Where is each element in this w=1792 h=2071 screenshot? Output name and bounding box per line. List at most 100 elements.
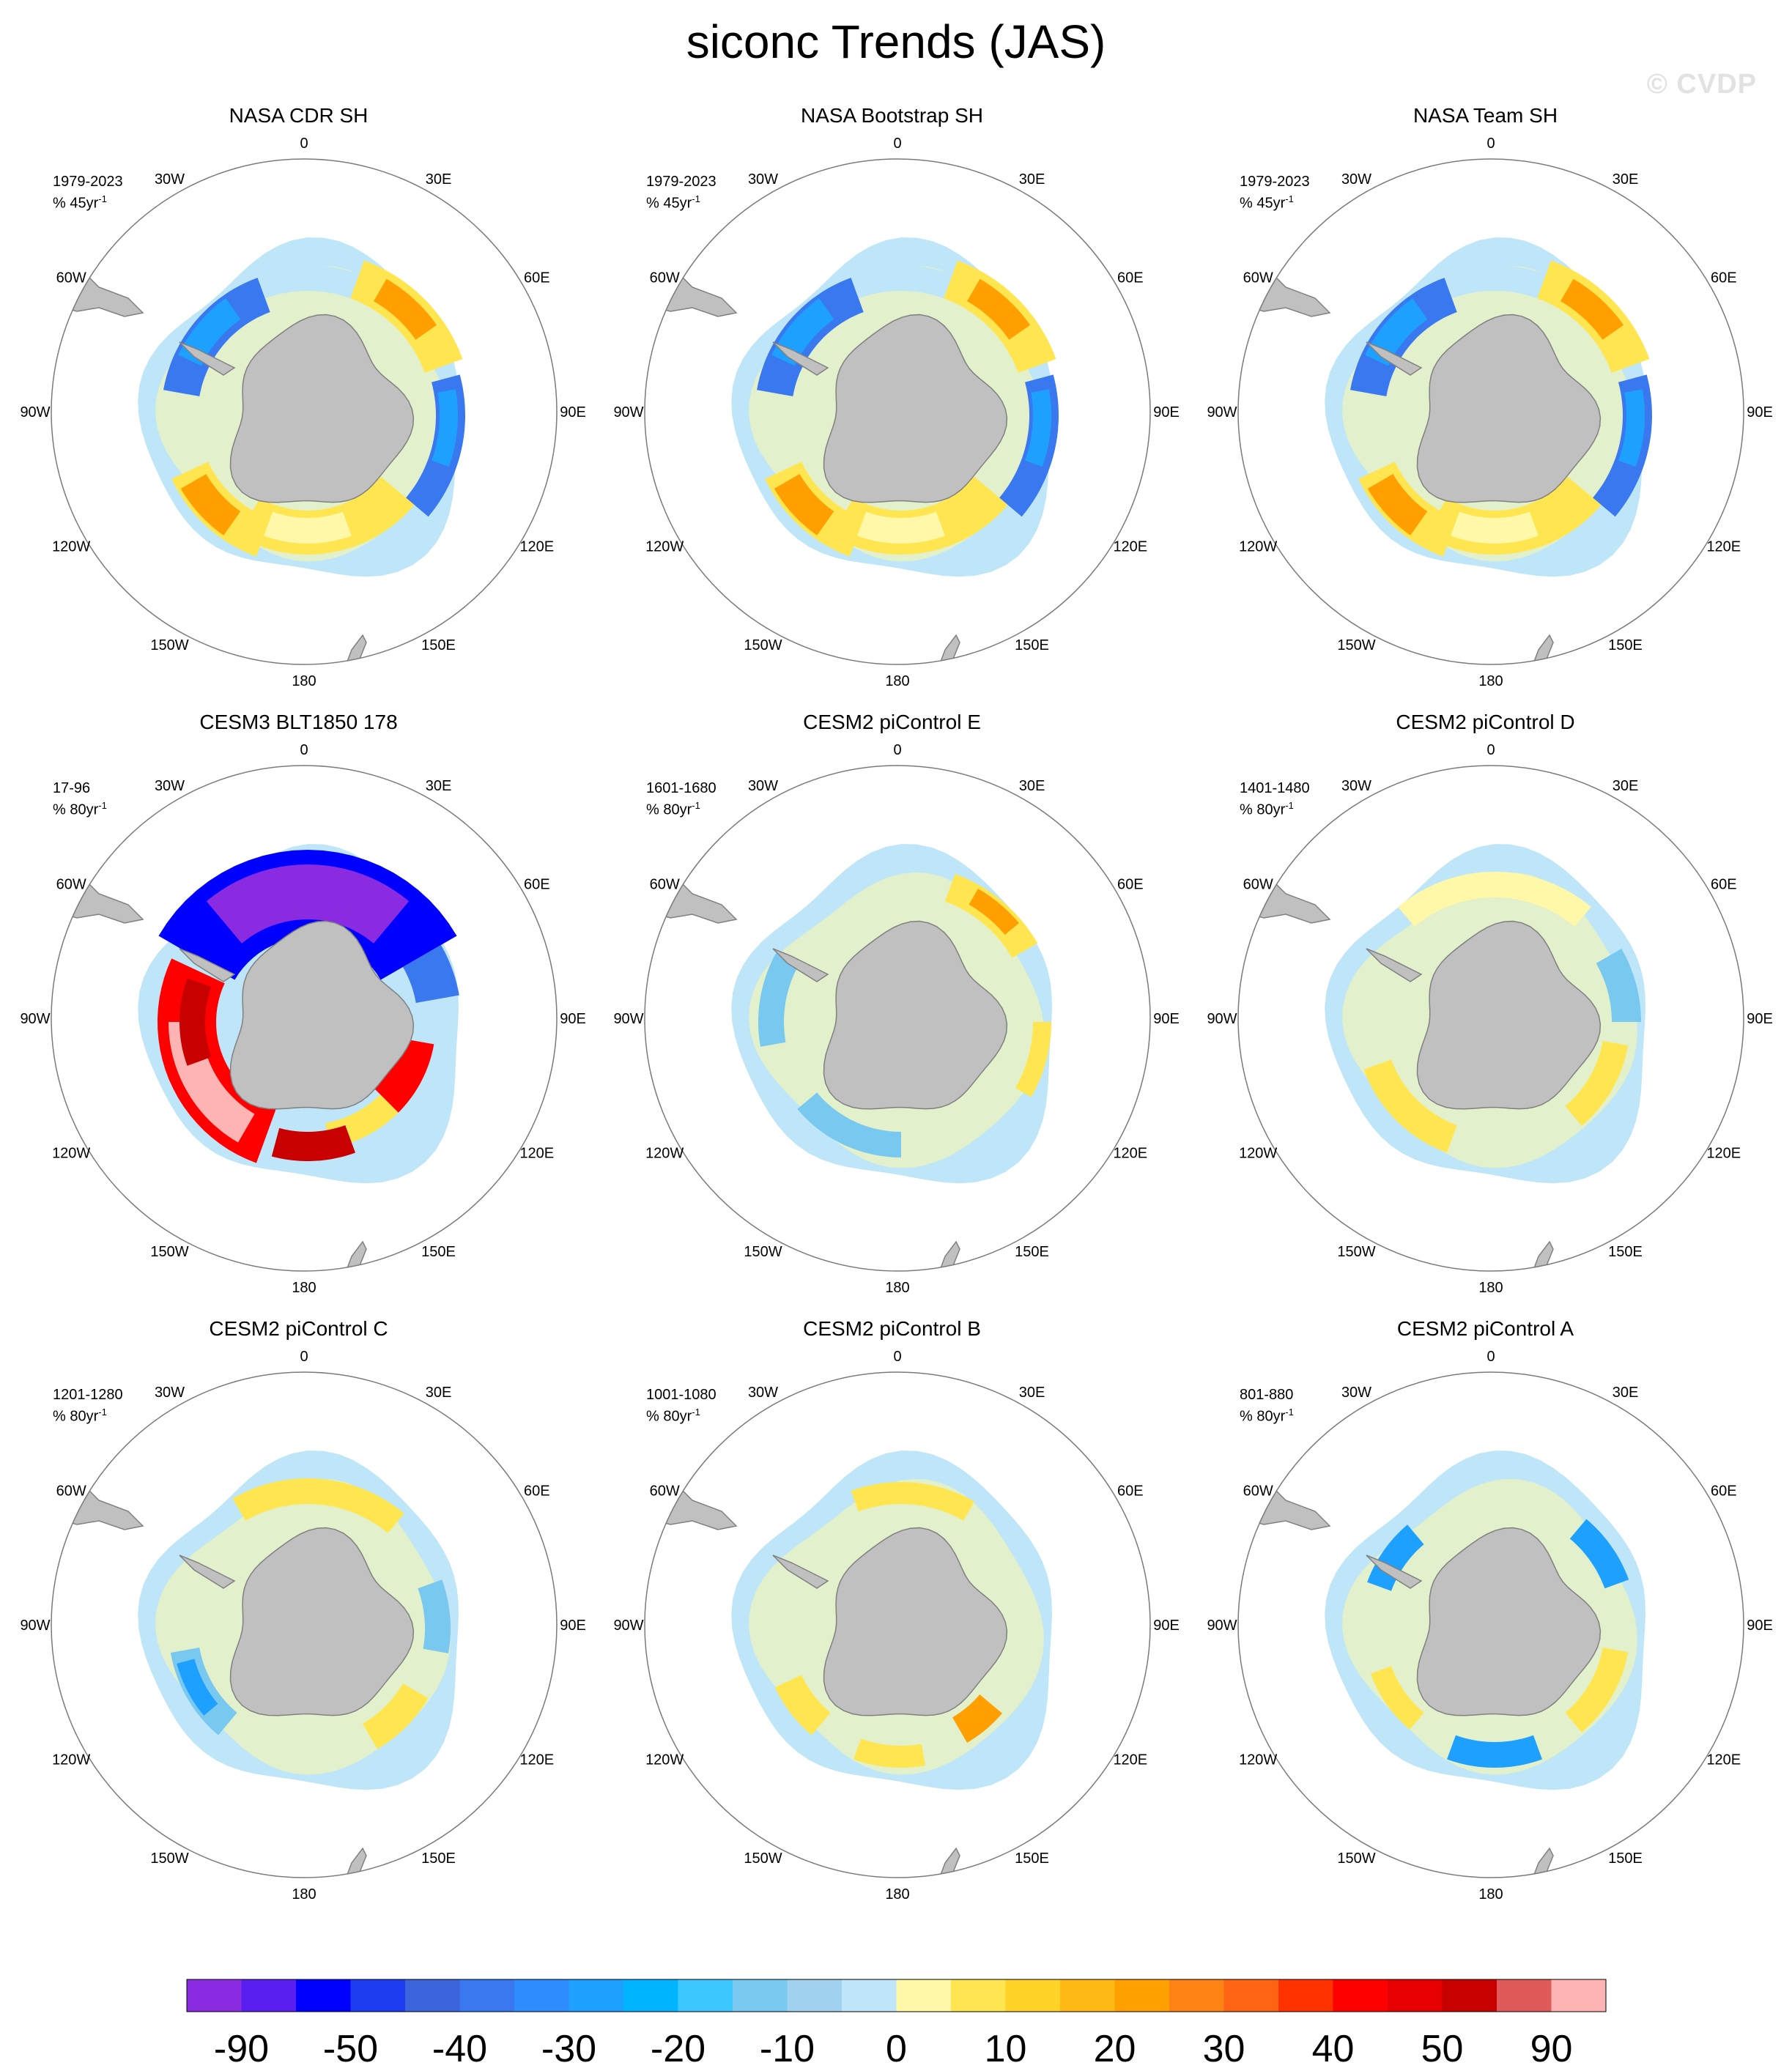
longitude-label: 60W (650, 1483, 680, 1500)
polar-map: 0 30E 60E 90E 120E 150E 180 150W 120W 90W 60W 30W (20, 1349, 585, 1903)
longitude-label: 30W (748, 171, 778, 188)
longitude-label: 150E (1015, 637, 1049, 653)
longitude-label: 120E (519, 539, 554, 555)
map-panel: NASA CDR SH 1979-2023 % 45yr-1 0 30E 60E 90E 12… (0, 104, 597, 711)
longitude-label: 60E (1117, 877, 1144, 893)
trend-anomaly-band (1370, 1666, 1424, 1730)
longitude-label: 60W (1243, 1483, 1273, 1500)
map-panel: CESM3 BLT1850 178 17-96 % 80yr-1 0 30E 60E 90E… (0, 711, 597, 1317)
period-years: 1979-2023 (646, 174, 717, 190)
longitude-label: 60W (56, 270, 86, 286)
map-boundary (51, 765, 558, 1272)
colorbar-swatch (787, 1979, 843, 2012)
trend-anomaly-band (206, 864, 410, 944)
longitude-label: 30W (1341, 1385, 1371, 1401)
polar-map: 0 30E 60E 90E 120E 150E 180 150W 120W 90W 60W 30W (613, 742, 1179, 1296)
trend-anomaly-band (271, 1125, 355, 1161)
trend-anomaly-band (1363, 1059, 1457, 1153)
longitude-label: 30E (1613, 171, 1639, 188)
colorbar-swatch (569, 1979, 624, 2012)
panel-title: NASA Team SH (1413, 104, 1558, 127)
longitude-label: 180 (292, 1886, 316, 1903)
trend-anomaly-band (851, 1482, 974, 1521)
map-panel: CESM2 piControl E 1601-1680 % 80yr-1 0 30E 60… (593, 711, 1191, 1317)
longitude-label: 120E (1706, 1146, 1741, 1162)
new-zealand-landmass (933, 1240, 960, 1271)
longitude-label: 30E (426, 778, 452, 794)
colorbar-swatch (951, 1979, 1006, 2012)
panel-title: NASA CDR SH (229, 104, 369, 127)
trend-units-exponent: -1 (98, 800, 107, 811)
period-label: 1601-1680 % 80yr-1 (646, 780, 717, 819)
longitude-label: 150W (744, 1850, 782, 1867)
longitude-label: 120E (519, 1146, 554, 1162)
longitude-label: 120W (1239, 1752, 1277, 1768)
map-boundary (644, 765, 1151, 1272)
trend-anomaly-band (1398, 872, 1591, 927)
trend-anomaly-band (1451, 511, 1539, 544)
longitude-label: 150E (1608, 1244, 1643, 1260)
longitude-label: 150E (1015, 1850, 1049, 1867)
trend-anomaly-band (1367, 1524, 1424, 1591)
antarctica-landmass (823, 920, 1008, 1110)
map-panel: CESM2 piControl B 1001-1080 % 80yr-1 0 30E 60… (593, 1317, 1191, 1924)
period-years: 1979-2023 (1240, 174, 1310, 190)
longitude-label: 90E (560, 1011, 586, 1027)
trend-units: % 45yr (53, 195, 99, 212)
longitude-label: 150E (421, 637, 456, 653)
trend-anomaly-band (774, 1675, 831, 1735)
colorbar-tick-label: -30 (541, 2028, 596, 2070)
colorbar-tick-label: 40 (1312, 2028, 1355, 2070)
longitude-label: 150W (1337, 1850, 1375, 1867)
longitude-label: 0 (1486, 742, 1495, 758)
trend-units: % 45yr (646, 195, 692, 212)
longitude-label: 0 (893, 136, 901, 152)
longitude-label: 120W (645, 1752, 684, 1768)
trend-anomaly-band (374, 278, 437, 340)
trend-anomaly-band (1596, 949, 1641, 1022)
new-zealand-landmass (933, 634, 960, 664)
longitude-label: 90E (1153, 404, 1180, 421)
panel-title: CESM3 BLT1850 178 (199, 711, 398, 733)
longitude-label: 60E (524, 1483, 550, 1500)
colorbar-tick-label: 30 (1203, 2028, 1245, 2070)
trend-anomaly-band (952, 1694, 1002, 1743)
trend-units: % 80yr (646, 801, 692, 818)
panel-title: CESM2 piControl C (209, 1317, 388, 1340)
colorbar-swatch (733, 1979, 788, 2012)
colorbar-swatch (350, 1979, 406, 2012)
antarctic-peninsula (772, 1555, 829, 1589)
longitude-label: 90W (1207, 404, 1237, 421)
longitude-label: 120W (1239, 1146, 1277, 1162)
watermark: © CVDP (1646, 69, 1757, 100)
longitude-label: 90W (1207, 1011, 1237, 1027)
period-label: 1979-2023 % 45yr-1 (646, 174, 717, 212)
map-boundary (644, 158, 1151, 665)
trend-anomaly-band (402, 945, 459, 1003)
colorbar-tick-label: -10 (760, 2028, 815, 2070)
longitude-label: 60W (1243, 877, 1273, 893)
period-years: 1001-1080 (646, 1387, 717, 1403)
trend-anomaly-band (857, 511, 945, 544)
longitude-label: 30W (155, 778, 185, 794)
longitude-label: 150W (1337, 1244, 1375, 1260)
trend-units: % 80yr (1240, 801, 1286, 818)
period-years: 17-96 (53, 780, 91, 796)
longitude-label: 120W (645, 539, 684, 555)
colorbar-swatch (1278, 1979, 1333, 2012)
longitude-label: 60E (1117, 270, 1144, 286)
trend-units-exponent: -1 (692, 193, 700, 204)
longitude-label: 90W (20, 404, 50, 421)
colorbar-swatch (1442, 1979, 1497, 2012)
trend-anomaly-band (177, 1659, 218, 1716)
antarctica-landmass (1416, 1527, 1602, 1716)
longitude-label: 120W (645, 1146, 684, 1162)
longitude-label: 90W (613, 404, 643, 421)
trend-units: % 80yr (53, 1408, 99, 1425)
longitude-label: 120E (519, 1752, 554, 1768)
trend-units-exponent: -1 (1285, 193, 1294, 204)
trend-anomaly-band (1618, 389, 1645, 467)
longitude-label: 30W (748, 1385, 778, 1401)
trend-anomaly-band (1569, 1519, 1629, 1589)
longitude-label: 60E (524, 270, 550, 286)
